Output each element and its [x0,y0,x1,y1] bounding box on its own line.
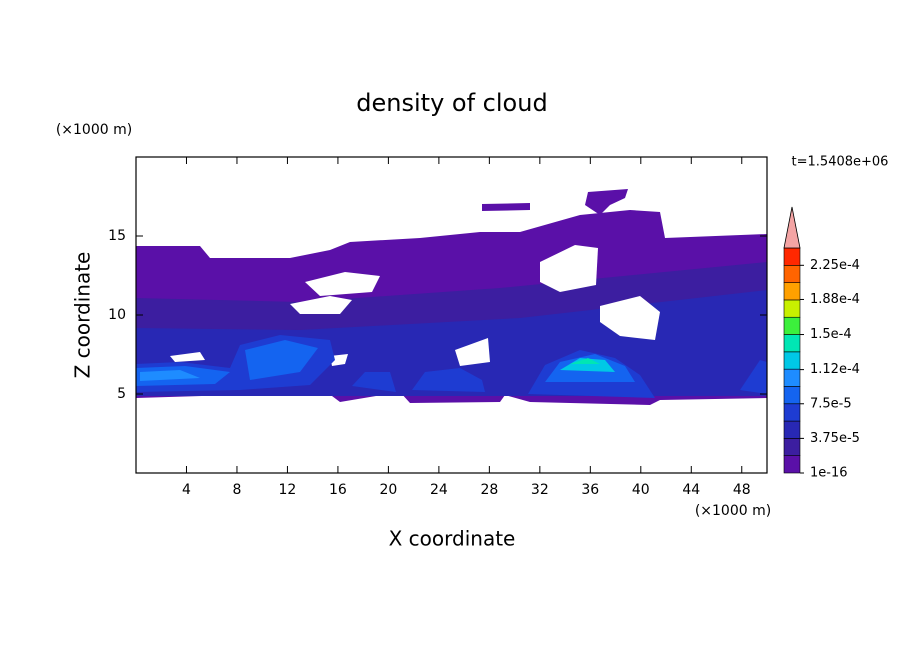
y-tick-label: 15 [108,228,126,244]
contour-region [412,368,485,392]
contour-region [482,203,530,211]
colorbar-band [783,316,801,335]
clear-region [600,296,660,340]
clear-region [305,272,380,296]
contour-region [570,358,600,364]
colorbar-extend [783,206,801,249]
colorbar-band [783,351,801,370]
x-tick-label: 20 [379,482,397,498]
colorbar-tick-label: 1.88e-4 [810,292,860,307]
x-tick-label: 24 [430,482,448,498]
colorbar-band [783,386,801,405]
colorbar-band [783,299,801,318]
chart-title: density of cloud [356,89,547,117]
colorbar-tick-label: 7.5e-5 [810,396,852,411]
x-tick-label: 16 [329,482,347,498]
colorbar-band [783,368,801,387]
contour-region [585,189,628,215]
x-tick-label: 36 [581,482,599,498]
contour-region [140,370,200,381]
y-tick-label: 10 [108,307,126,323]
x-unit: (×1000 m) [695,503,771,519]
clear-region [455,338,490,366]
contour-region [560,358,615,372]
x-tick-label: 12 [279,482,297,498]
colorbar-band [783,403,801,422]
x-tick-label: 4 [182,482,191,498]
colorbar-tick-label: 1e-16 [810,466,848,481]
y-tick-label: 5 [117,386,126,402]
time-label: t=1.5408e+06 [792,155,889,170]
colorbar-band [783,438,801,456]
contour-region [245,340,318,380]
colorbar-band [783,282,801,301]
colorbar-band [783,455,801,474]
x-tick-label: 28 [480,482,498,498]
x-tick-label: 48 [733,482,751,498]
clear-region [540,245,598,292]
colorbar-tick-label: 2.25e-4 [810,258,860,273]
colorbar-tick-label: 1.12e-4 [810,362,860,377]
x-tick-label: 32 [531,482,549,498]
contour-field [136,189,767,405]
colorbar-tick-label: 1.5e-4 [810,327,852,342]
colorbar-band [783,247,801,266]
x-tick-label: 40 [632,482,650,498]
clear-region [330,354,348,366]
contour-region [740,360,767,394]
contour-region [352,372,396,392]
colorbar-band [783,420,801,439]
y-axis-label: Z coordinate [71,252,95,379]
clear-region [290,296,352,314]
x-axis-label: X coordinate [389,527,516,551]
colorbar-tick-label: 3.75e-5 [810,431,860,446]
colorbar-band [783,334,801,353]
colorbar-band [783,265,801,283]
clear-region [170,352,205,362]
x-tick-label: 8 [232,482,241,498]
y-unit: (×1000 m) [56,122,132,138]
x-tick-label: 44 [682,482,700,498]
